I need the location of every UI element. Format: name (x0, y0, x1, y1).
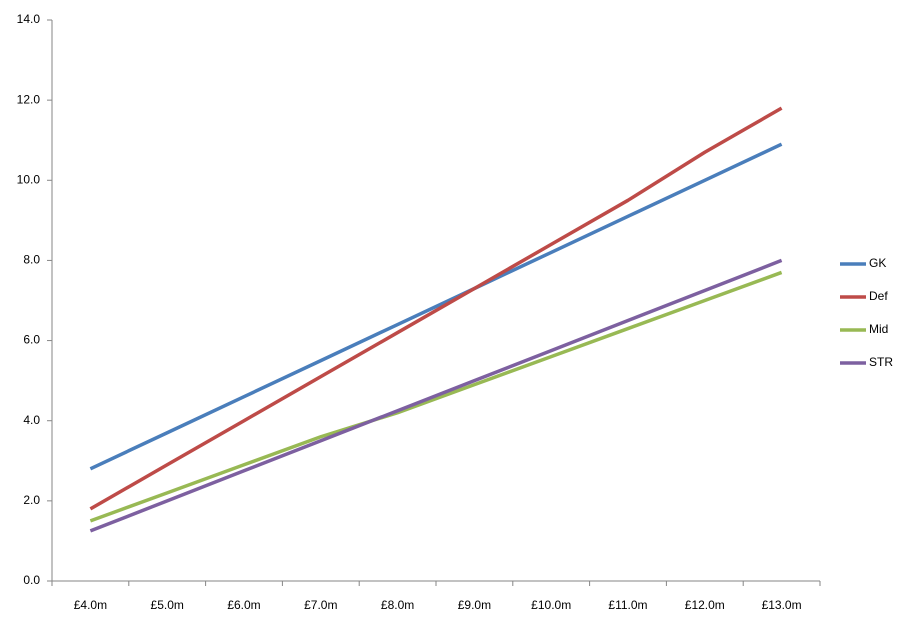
y-tick-label: 8.0 (23, 253, 40, 267)
x-tick-label: £7.0m (304, 598, 337, 612)
legend-label: Def (869, 289, 888, 303)
x-tick-label: £4.0m (74, 598, 107, 612)
y-tick-label: 12.0 (17, 92, 41, 106)
legend-label: Mid (869, 322, 888, 336)
legend-label: GK (869, 256, 886, 270)
y-tick-label: 2.0 (23, 493, 40, 507)
x-tick-label: £8.0m (381, 598, 414, 612)
x-tick-label: £6.0m (227, 598, 260, 612)
x-tick-label: £11.0m (608, 598, 647, 612)
line-series (89, 258, 783, 533)
x-tick-label: £13.0m (762, 598, 802, 612)
x-tick-label: £12.0m (685, 598, 725, 612)
legend-label: STR (869, 355, 893, 369)
x-tick-label: £9.0m (458, 598, 491, 612)
x-tick-label: £10.0m (531, 598, 571, 612)
x-tick-label: £5.0m (151, 598, 184, 612)
line-series (89, 106, 783, 511)
y-tick-label: 10.0 (17, 172, 41, 186)
y-tick-label: 6.0 (23, 333, 40, 347)
y-tick-label: 4.0 (23, 413, 40, 427)
y-tick-label: 0.0 (23, 573, 40, 587)
line-series (89, 270, 783, 523)
line-series (89, 142, 783, 471)
y-tick-label: 14.0 (17, 12, 41, 26)
